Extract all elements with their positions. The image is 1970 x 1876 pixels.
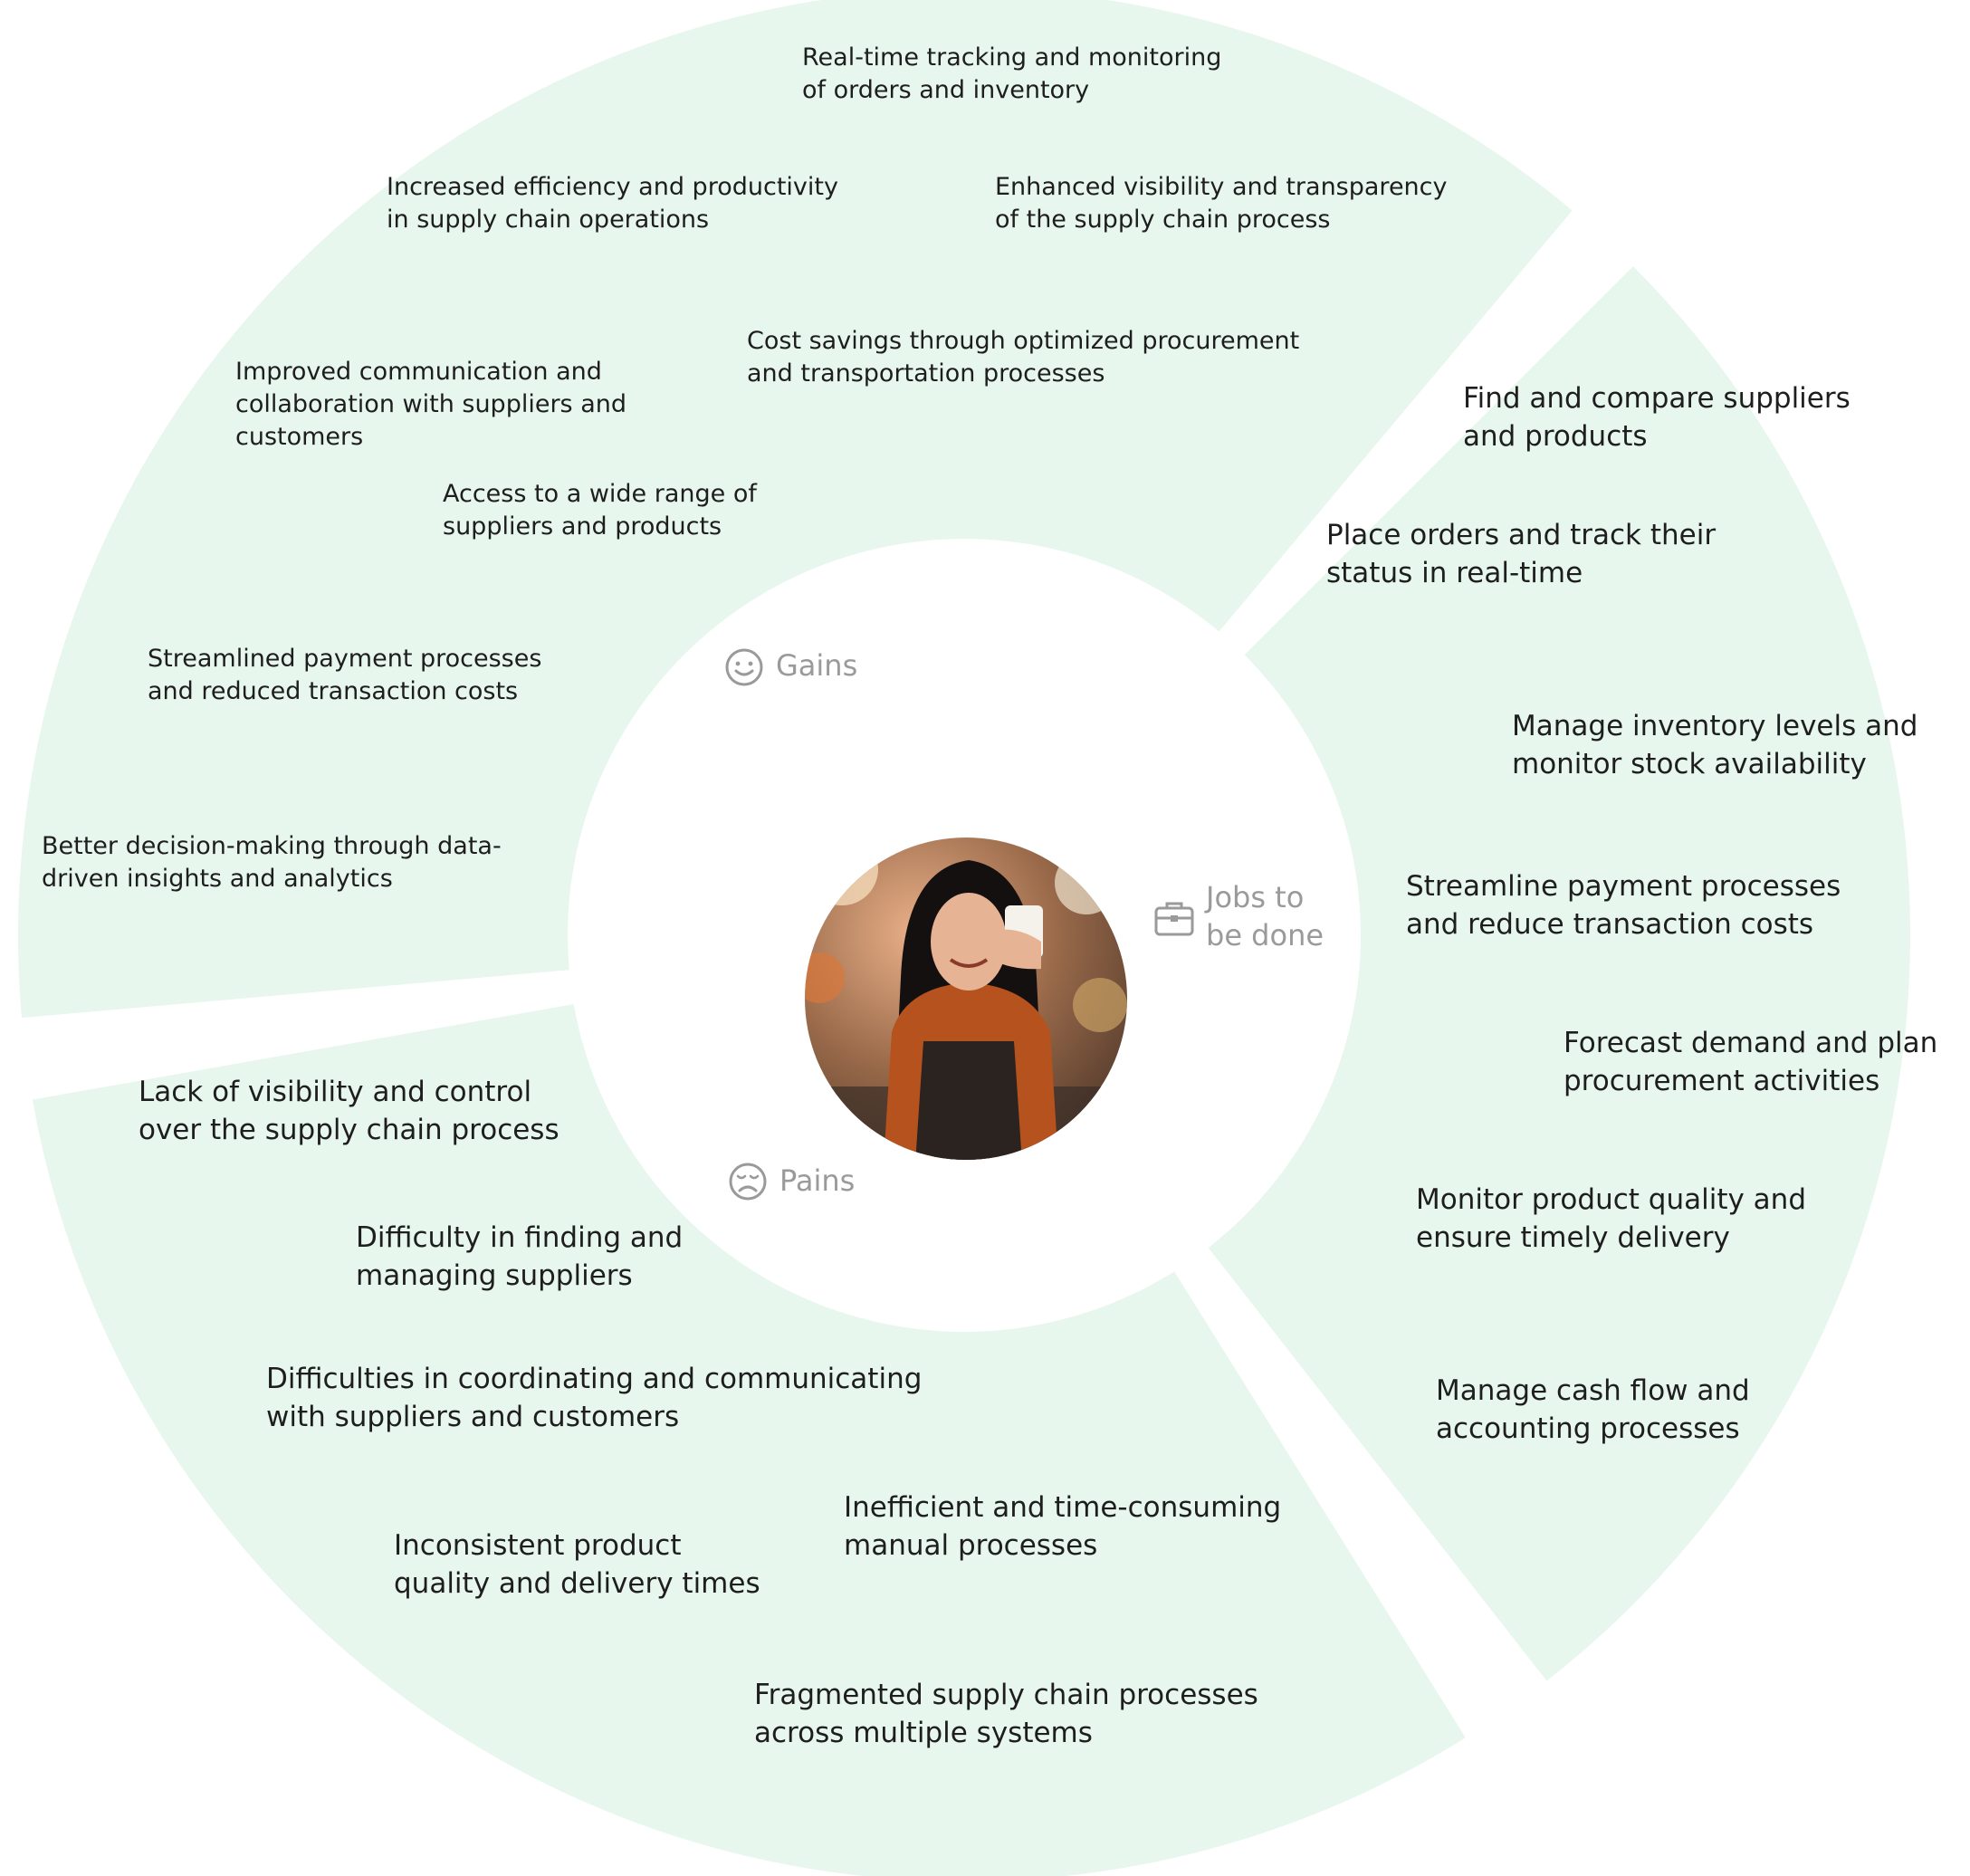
job-item: Forecast demand and plan procurement act… — [1564, 1027, 1938, 1097]
job-item: Manage inventory levels and monitor stoc… — [1512, 710, 1918, 780]
job-item: Find and compare suppliers and products — [1463, 382, 1850, 453]
job-item: Manage cash flow and accounting processe… — [1436, 1374, 1750, 1445]
pain-item: Difficulties in coordinating and communi… — [266, 1363, 923, 1433]
gain-item: Real-time tracking and monitoring of ord… — [802, 43, 1222, 104]
gain-item: Increased efficiency and productivity in… — [387, 173, 838, 234]
gain-item: Access to a wide range of suppliers and … — [443, 480, 757, 541]
pain-item: Lack of visibility and control over the … — [139, 1076, 559, 1146]
sad-face-icon — [729, 1163, 767, 1201]
gains-label: Gains — [776, 648, 858, 683]
smile-icon — [725, 648, 763, 686]
job-item: Place orders and track their status in r… — [1326, 519, 1717, 589]
pain-item: Inefficient and time-consuming manual pr… — [844, 1491, 1282, 1562]
pains-label: Pains — [779, 1163, 856, 1198]
job-item: Monitor product quality and ensure timel… — [1416, 1183, 1807, 1254]
customer-avatar — [805, 838, 1127, 1160]
gain-item: Enhanced visibility and transparency of … — [995, 173, 1448, 234]
pain-item: Inconsistent product quality and deliver… — [394, 1529, 760, 1600]
pain-item: Difficulty in finding and managing suppl… — [356, 1221, 684, 1292]
briefcase-icon — [1154, 902, 1194, 936]
pain-item: Fragmented supply chain processes across… — [754, 1679, 1258, 1749]
job-item: Streamline payment processes and reduce … — [1406, 870, 1841, 941]
jobs-label: Jobs to be done — [1206, 880, 1324, 952]
gain-item: Streamlined payment processes and reduce… — [148, 645, 542, 705]
gain-item: Cost savings through optimized procureme… — [747, 327, 1300, 388]
gain-item: Improved communication and collaboration… — [235, 358, 626, 451]
gain-item: Better decision-making through data- dri… — [42, 832, 502, 893]
jobs-segment — [1208, 266, 1911, 1681]
pains-segment — [32, 1004, 1466, 1876]
gains-segment — [18, 0, 1573, 1019]
